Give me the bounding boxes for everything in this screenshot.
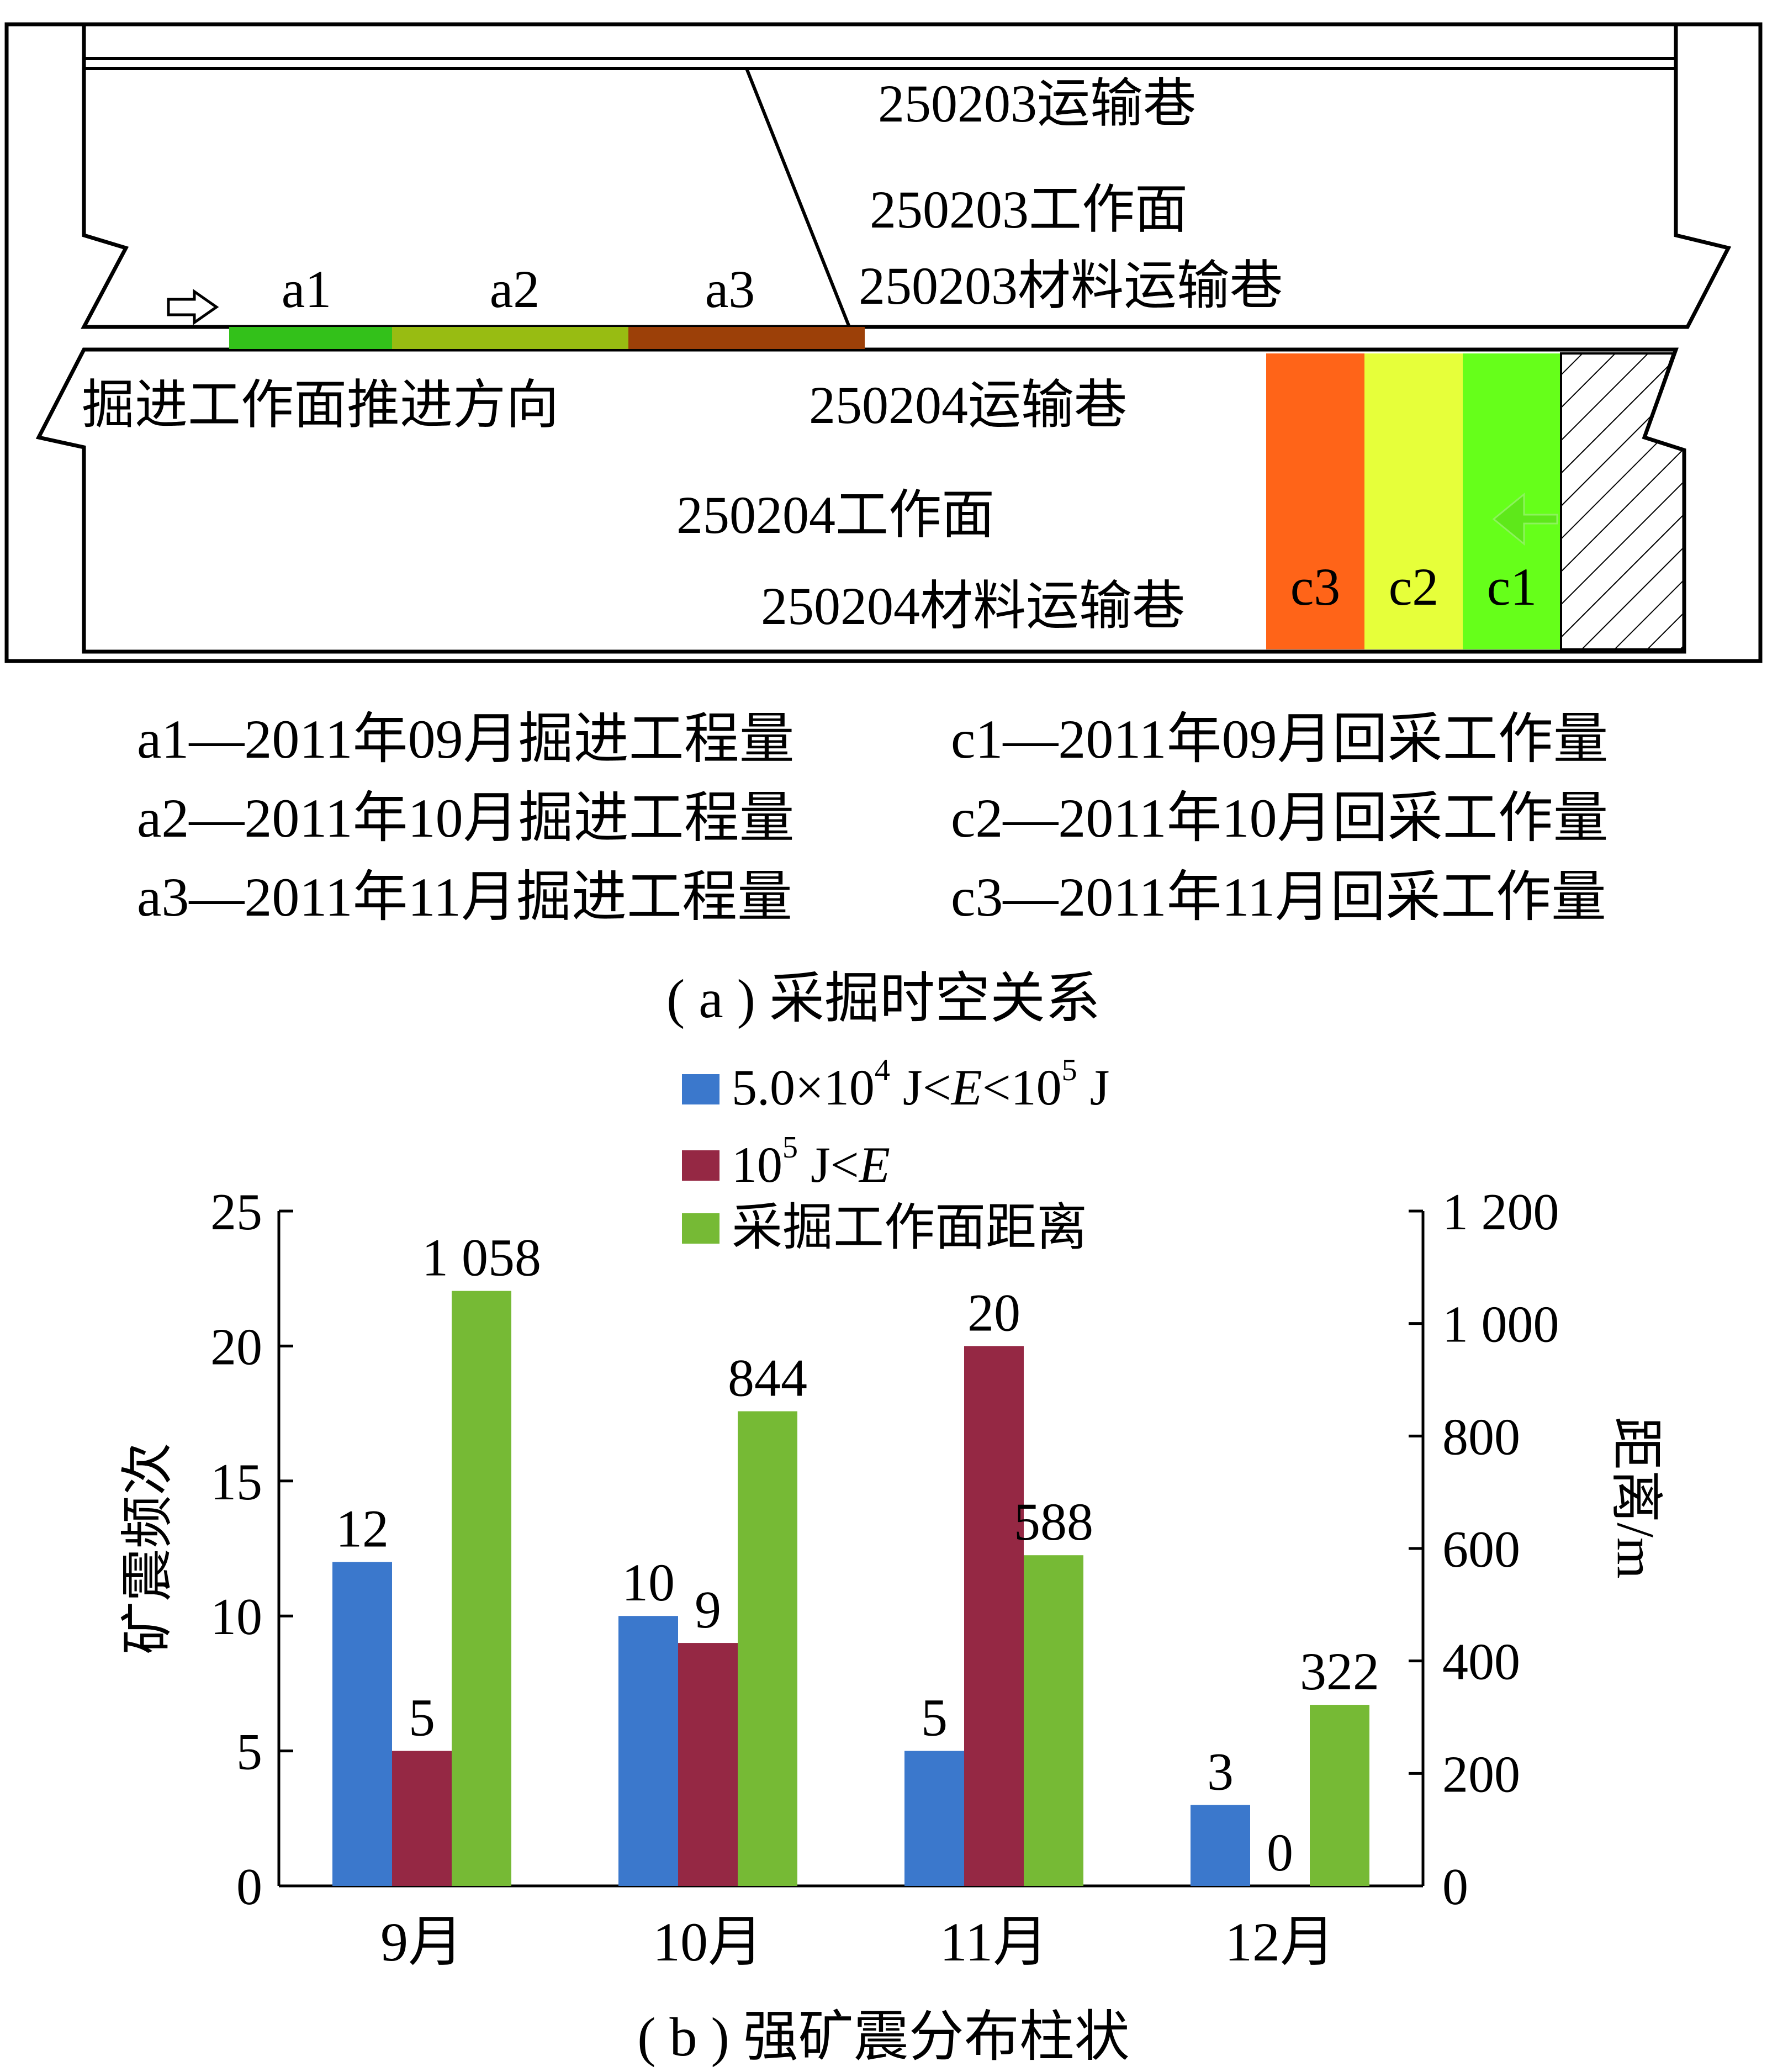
bar-3 bbox=[452, 1291, 511, 1886]
label-c3: c3 bbox=[1290, 557, 1341, 616]
bar-chart: 5.0×104 J<E<105 J 105 J<E 采掘工作面距离 0 5 10 15… bbox=[118, 1053, 1665, 2068]
label-250204-face: 250204工作面 bbox=[676, 485, 994, 545]
face-250203-line bbox=[745, 67, 851, 328]
caption-b: ( b ) 强矿震分布柱状 bbox=[637, 2006, 1130, 2068]
label-250204-material-road: 250204材料运输巷 bbox=[761, 577, 1185, 636]
right-tick-label: 0 bbox=[1442, 1858, 1468, 1916]
bar-2 bbox=[678, 1643, 738, 1886]
bar-value-label: 0 bbox=[1267, 1823, 1293, 1882]
left-tick-label: 0 bbox=[236, 1858, 262, 1916]
bar-1 bbox=[1191, 1805, 1250, 1886]
chart-legend: 5.0×104 J<E<105 J 105 J<E 采掘工作面距离 bbox=[682, 1053, 1109, 1256]
legend-series-2: 105 J<E bbox=[732, 1130, 890, 1193]
retreat-direction-arrow-icon bbox=[1492, 492, 1558, 546]
hatched-goaf-area bbox=[1560, 352, 1685, 651]
segment-c2 bbox=[1364, 353, 1463, 649]
legend-a1: a1—2011年09月掘进工程量 bbox=[137, 709, 795, 770]
x-tick-label: 11月 bbox=[940, 1911, 1048, 1973]
x-tick-label: 10月 bbox=[653, 1911, 763, 1973]
segment-a1 bbox=[229, 327, 392, 349]
right-tick-label: 200 bbox=[1442, 1746, 1520, 1803]
bar-value-label: 322 bbox=[1300, 1642, 1379, 1701]
right-tick-label: 1 200 bbox=[1442, 1183, 1559, 1241]
left-tick-label: 5 bbox=[236, 1724, 262, 1781]
legend-swatch-maroon bbox=[682, 1150, 720, 1181]
bar-value-label: 3 bbox=[1207, 1742, 1234, 1801]
bar-1 bbox=[904, 1751, 964, 1886]
segment-a2 bbox=[392, 327, 628, 349]
legend-swatch-green bbox=[682, 1213, 720, 1244]
advance-arrow-icon bbox=[167, 289, 219, 325]
right-tick-label: 400 bbox=[1442, 1634, 1520, 1691]
bar-value-label: 1 058 bbox=[422, 1228, 541, 1287]
label-250203-haul-road: 250203运输巷 bbox=[878, 74, 1196, 133]
upper-panel-outline bbox=[81, 24, 1732, 329]
diagram-legend: a1—2011年09月掘进工程量 a2—2011年10月掘进工程量 a3—201… bbox=[137, 709, 1609, 1029]
bar-value-label: 588 bbox=[1014, 1492, 1093, 1551]
caption-a: ( a ) 采掘时空关系 bbox=[666, 968, 1101, 1029]
legend-series-3: 采掘工作面距离 bbox=[732, 1199, 1087, 1256]
legend-swatch-blue bbox=[682, 1074, 720, 1104]
label-a3: a3 bbox=[705, 260, 755, 319]
segment-a3 bbox=[628, 327, 865, 349]
legend-series-1: 5.0×104 J<E<105 J bbox=[732, 1053, 1109, 1116]
bar-3 bbox=[1310, 1705, 1369, 1886]
label-c1: c1 bbox=[1487, 557, 1537, 616]
legend-c2: c2—2011年10月回采工作量 bbox=[951, 787, 1609, 849]
x-tick-label: 12月 bbox=[1225, 1911, 1335, 1973]
y-axis-title-right: 距离/m bbox=[1606, 1416, 1665, 1578]
bar-value-label: 844 bbox=[728, 1349, 807, 1408]
legend-c1: c1—2011年09月回采工作量 bbox=[951, 709, 1609, 770]
label-advance-direction: 掘进工作面推进方向 bbox=[82, 376, 559, 435]
right-tick-label: 800 bbox=[1442, 1408, 1520, 1466]
mining-layout-diagram: 250203运输巷 250203工作面 250203材料运输巷 a1 a2 a3… bbox=[4, 22, 1763, 663]
label-250203-face: 250203工作面 bbox=[870, 180, 1188, 239]
y-axis-title: 矿震频次 bbox=[118, 1442, 177, 1655]
legend-c3: c3—2011年11月回采工作量 bbox=[951, 866, 1606, 928]
bar-2 bbox=[392, 1751, 452, 1886]
bar-value-label: 9 bbox=[695, 1580, 721, 1639]
bar-2 bbox=[964, 1346, 1024, 1886]
bar-value-label: 5 bbox=[921, 1688, 948, 1747]
legend-a2: a2—2011年10月掘进工程量 bbox=[137, 787, 795, 849]
label-a1: a1 bbox=[282, 260, 332, 319]
bar-value-label: 10 bbox=[622, 1553, 675, 1612]
bar-1 bbox=[332, 1562, 392, 1886]
label-250203-material-road: 250203材料运输巷 bbox=[859, 256, 1283, 315]
right-tick-label: 1 000 bbox=[1442, 1296, 1559, 1354]
bar-3 bbox=[1024, 1555, 1083, 1886]
left-tick-label: 15 bbox=[210, 1453, 262, 1511]
bar-1 bbox=[618, 1616, 678, 1886]
segment-c3 bbox=[1266, 353, 1364, 649]
bar-value-label: 20 bbox=[967, 1283, 1020, 1342]
bar-value-label: 12 bbox=[336, 1499, 389, 1558]
segment-c1 bbox=[1463, 353, 1561, 649]
bar-value-label: 5 bbox=[409, 1688, 435, 1747]
bar-3 bbox=[738, 1411, 797, 1886]
left-tick-label: 25 bbox=[210, 1183, 262, 1241]
label-c2: c2 bbox=[1389, 557, 1439, 616]
x-tick-label: 9月 bbox=[380, 1911, 463, 1973]
label-a2: a2 bbox=[490, 260, 540, 319]
diagram-frame bbox=[4, 22, 1763, 663]
right-tick-label: 600 bbox=[1442, 1521, 1520, 1578]
left-tick-label: 20 bbox=[210, 1318, 262, 1376]
legend-a3: a3—2011年11月掘进工程量 bbox=[137, 866, 792, 928]
left-tick-label: 10 bbox=[210, 1588, 262, 1646]
label-250204-haul-road: 250204运输巷 bbox=[809, 376, 1127, 435]
